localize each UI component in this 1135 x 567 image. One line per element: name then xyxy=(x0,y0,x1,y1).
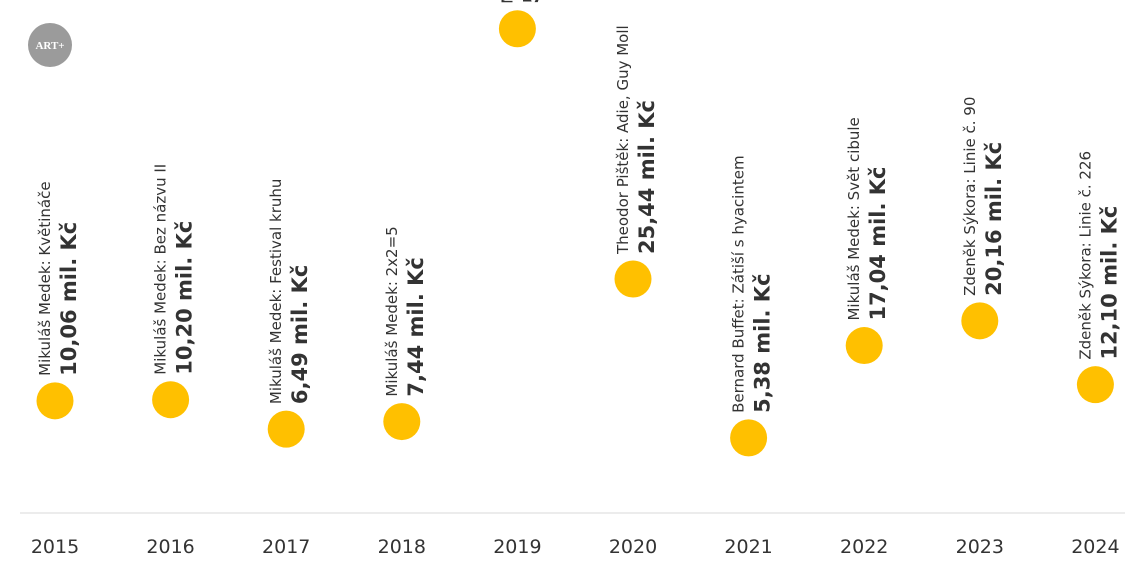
x-tick-label: 2022 xyxy=(840,536,888,558)
x-tick-label: 2021 xyxy=(724,536,772,558)
x-tick-label: 2024 xyxy=(1071,536,1119,558)
data-label: 12,10 mil. Kč xyxy=(1097,206,1121,360)
data-point xyxy=(383,403,421,441)
data-point xyxy=(267,410,305,448)
logo-badge xyxy=(28,23,72,67)
artwork-label: Mikuláš Medek: Květináče xyxy=(36,181,54,375)
data-point xyxy=(614,260,652,298)
data-label: 6,49 mil. Kč xyxy=(288,265,312,404)
x-tick-label: 2020 xyxy=(609,536,657,558)
data-point xyxy=(498,10,536,48)
data-label: 7,44 mil. Kč xyxy=(404,257,428,396)
artwork-label: Bernard Buffet: Zátiší s hyacintem xyxy=(730,155,748,412)
data-point xyxy=(730,419,768,457)
artwork-label: Zdeněk Sýkora: Linie č. 90 xyxy=(961,97,979,296)
data-point xyxy=(1076,366,1114,404)
chart-marks: 2015 Mikuláš Medek: Květináče 10,06 mil. K… xyxy=(31,0,1122,558)
data-label: 57,04 mil. Kč xyxy=(519,0,543,4)
artwork-label: Theodor Pištěk: Adie, Guy Moll xyxy=(614,25,632,255)
x-tick-label: 2017 xyxy=(262,536,310,558)
data-label: 10,20 mil. Kč xyxy=(173,221,197,375)
artwork-label: Mikuláš Medek: Svět cibule xyxy=(845,117,863,320)
artwork-label: Mikuláš Medek: Festival kruhu xyxy=(267,179,285,405)
art-plus-logo: ART+ xyxy=(28,23,72,67)
data-point xyxy=(152,381,190,419)
x-tick-label: 2019 xyxy=(493,536,541,558)
data-label: 5,38 mil. Kč xyxy=(751,273,775,412)
x-tick-label: 2023 xyxy=(956,536,1004,558)
data-label: 17,04 mil. Kč xyxy=(866,167,890,321)
artwork-label: Mikuláš Medek: Bez názvu II xyxy=(152,164,170,375)
x-tick-label: 2018 xyxy=(378,536,426,558)
data-point xyxy=(36,382,74,420)
artwork-label: Zdeněk Sýkora: Linie č. 226 xyxy=(1076,151,1094,360)
artwork-label: Mikuláš Medek: 2x2=5 xyxy=(383,226,401,396)
data-label: 25,44 mil. Kč xyxy=(635,100,659,254)
artwork-label: Mikuláš Medek: Akce I (Vajíčko) xyxy=(498,0,516,4)
x-tick-label: 2016 xyxy=(146,536,194,558)
data-label: 10,06 mil. Kč xyxy=(57,222,81,376)
data-point xyxy=(845,327,883,365)
data-point xyxy=(961,302,999,340)
data-label: 20,16 mil. Kč xyxy=(982,142,1006,296)
x-tick-label: 2015 xyxy=(31,536,79,558)
logo-text: ART+ xyxy=(35,40,64,52)
